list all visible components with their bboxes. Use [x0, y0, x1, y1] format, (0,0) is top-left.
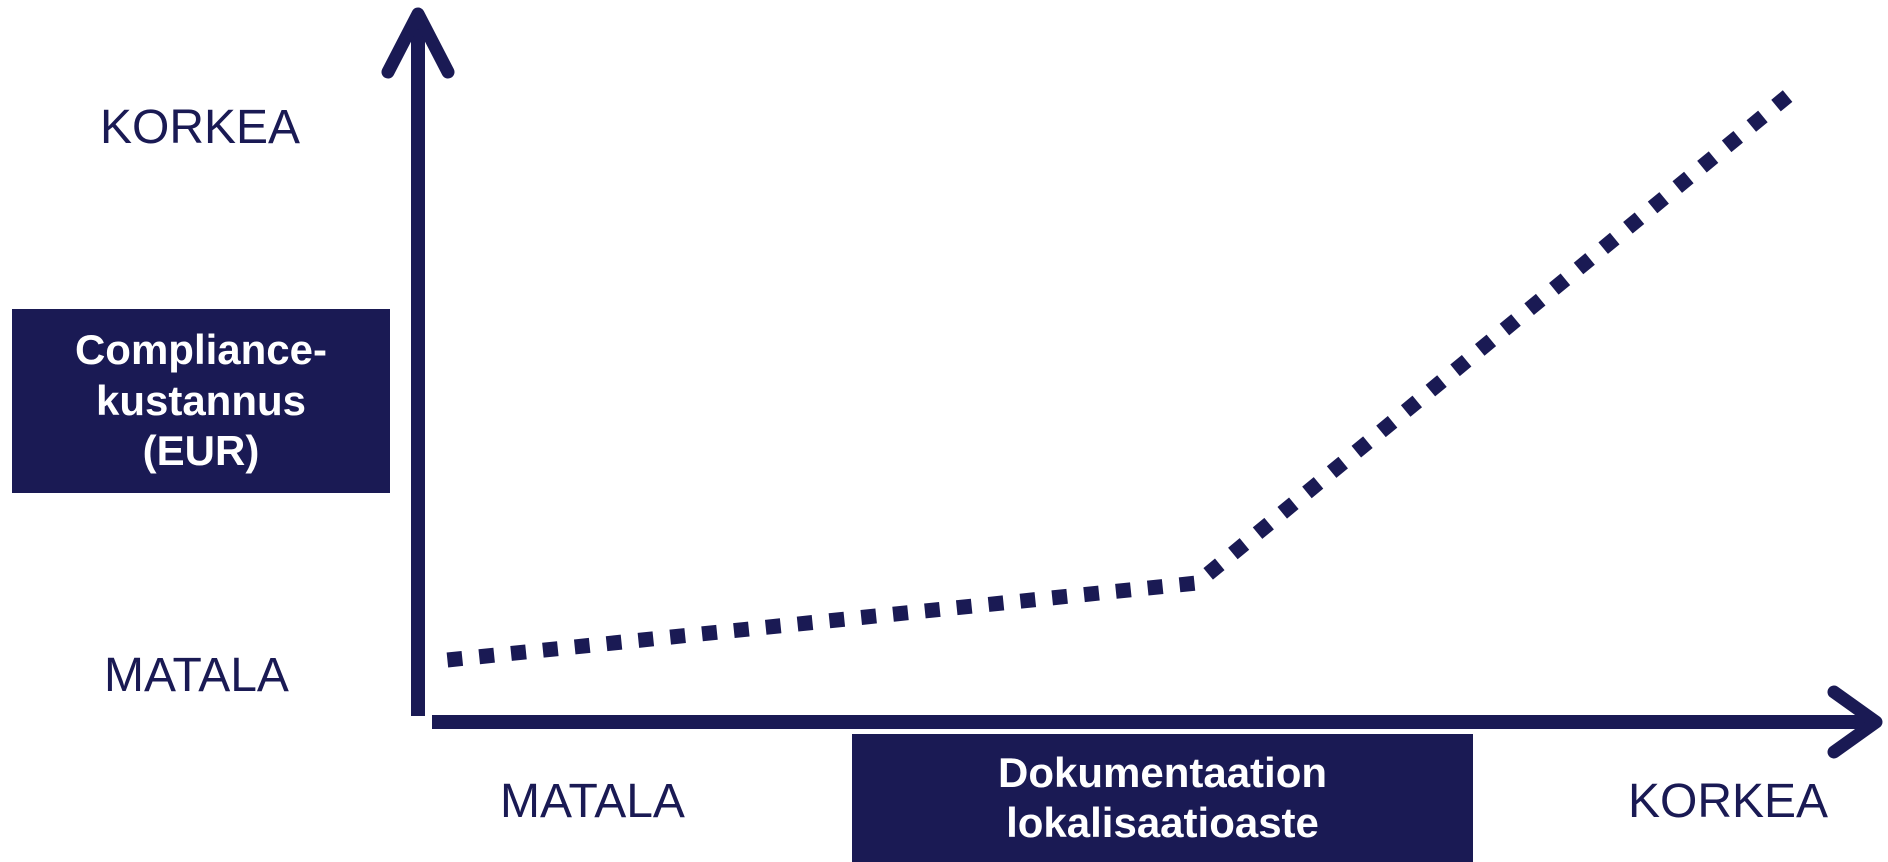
y-axis-arrowhead [381, 7, 455, 79]
x-axis-arrowhead [1827, 685, 1883, 759]
y-axis-title: Compliance- kustannus (EUR) [12, 309, 390, 493]
x-axis-title-line: lokalisaatioaste [1006, 799, 1319, 846]
x-tick-label-high: KORKEA [1628, 775, 1829, 828]
y-tick-label-high: KORKEA [100, 101, 301, 154]
x-axis-title: Dokumentaation lokalisaatioaste [852, 734, 1473, 862]
y-axis-title-line: kustannus [95, 376, 307, 424]
y-axis-title-line: Compliance- [74, 326, 328, 374]
x-axis-title-line: Dokumentaation [997, 748, 1328, 796]
y-axis-title-line: (EUR) [142, 427, 260, 475]
series-line [446, 80, 1805, 668]
y-tick-label-low: MATALA [104, 649, 289, 702]
x-tick-label-low: MATALA [500, 775, 685, 828]
series-group [446, 80, 1805, 668]
